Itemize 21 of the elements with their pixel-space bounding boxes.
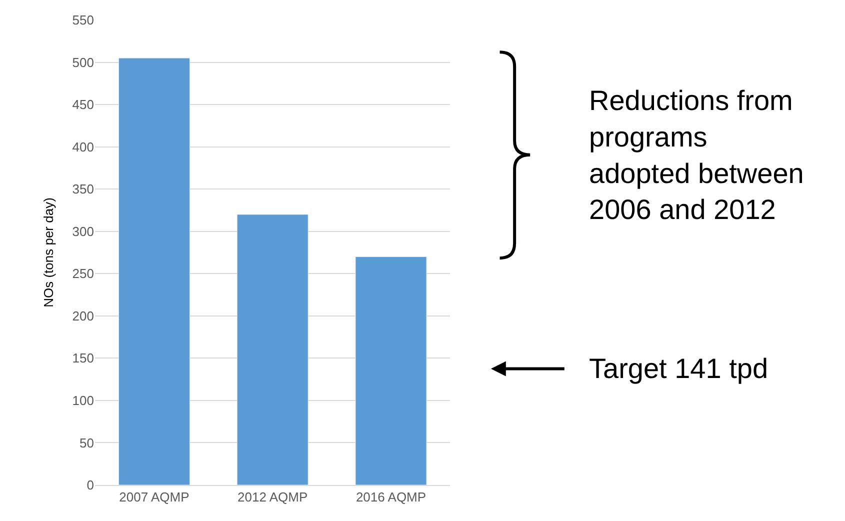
text: Reductions from programs adopted between 2006 and 2012 bbox=[589, 85, 804, 226]
y-tick-label: 350 bbox=[72, 182, 94, 197]
y-tick-label: 250 bbox=[72, 266, 94, 282]
y-tick-label: 0 bbox=[86, 478, 94, 493]
y-tick-label: 150 bbox=[72, 350, 94, 366]
y-tick-label: 400 bbox=[72, 139, 94, 154]
bar bbox=[236, 214, 308, 485]
y-tick-label: 550 bbox=[72, 12, 94, 28]
y-tick-label: 100 bbox=[72, 393, 94, 408]
bar bbox=[355, 256, 427, 485]
bar bbox=[118, 58, 190, 485]
y-tick-label: 500 bbox=[72, 54, 94, 70]
y-tick-label: 450 bbox=[72, 97, 94, 112]
x-tick-label: 2016 AQMP bbox=[356, 490, 426, 505]
y-tick-label: 50 bbox=[80, 435, 94, 450]
y-tick-label: 300 bbox=[72, 224, 94, 239]
y-axis-title: NOs (tons per day) bbox=[41, 198, 56, 308]
x-tick-label: 2007 AQMP bbox=[119, 490, 190, 505]
y-tick-label: 200 bbox=[72, 308, 94, 324]
x-tick-label: 2012 AQMP bbox=[238, 490, 308, 505]
text: Target 141 tpd bbox=[589, 353, 768, 384]
